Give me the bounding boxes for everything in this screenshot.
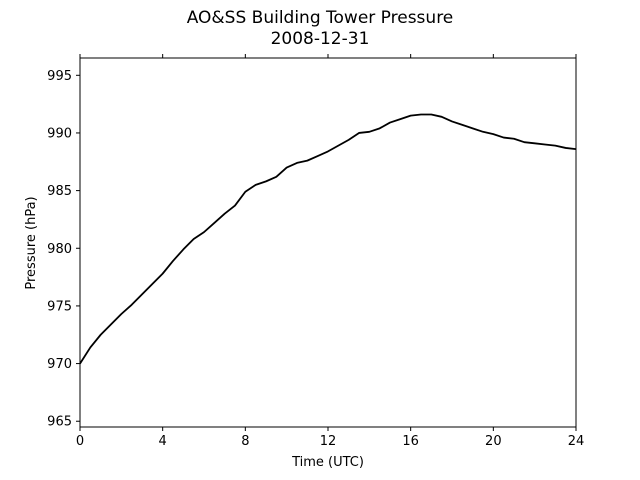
x-tick-label: 8 — [241, 434, 249, 449]
x-tick-label: 20 — [485, 434, 502, 449]
pressure-series-line — [79, 113, 577, 365]
plot-area — [79, 113, 577, 365]
y-tick-label: 970 — [47, 357, 72, 372]
chart-subtitle: 2008-12-31 — [270, 29, 370, 49]
y-tick-label: 995 — [47, 69, 72, 84]
x-tick-label: 24 — [568, 434, 585, 449]
y-tick-label: 975 — [47, 299, 72, 314]
plot-frame — [79, 57, 577, 428]
y-tick-label: 985 — [47, 184, 72, 199]
y-tick-label: 980 — [47, 242, 72, 257]
x-tick-label: 12 — [320, 434, 337, 449]
axes: 0 4 8 12 16 20 24 965 970 975 980 985 990 995 — [47, 54, 584, 449]
x-tick-label: 0 — [76, 434, 84, 449]
x-tick-label: 16 — [402, 434, 419, 449]
y-tick-label: 990 — [47, 126, 72, 141]
x-axis-label: Time (UTC) — [291, 455, 364, 470]
x-tick-label: 4 — [159, 434, 167, 449]
chart-title: AO&SS Building Tower Pressure — [186, 8, 454, 28]
y-axis-label: Pressure (hPa) — [24, 196, 39, 289]
y-tick-label: 965 — [47, 415, 72, 430]
